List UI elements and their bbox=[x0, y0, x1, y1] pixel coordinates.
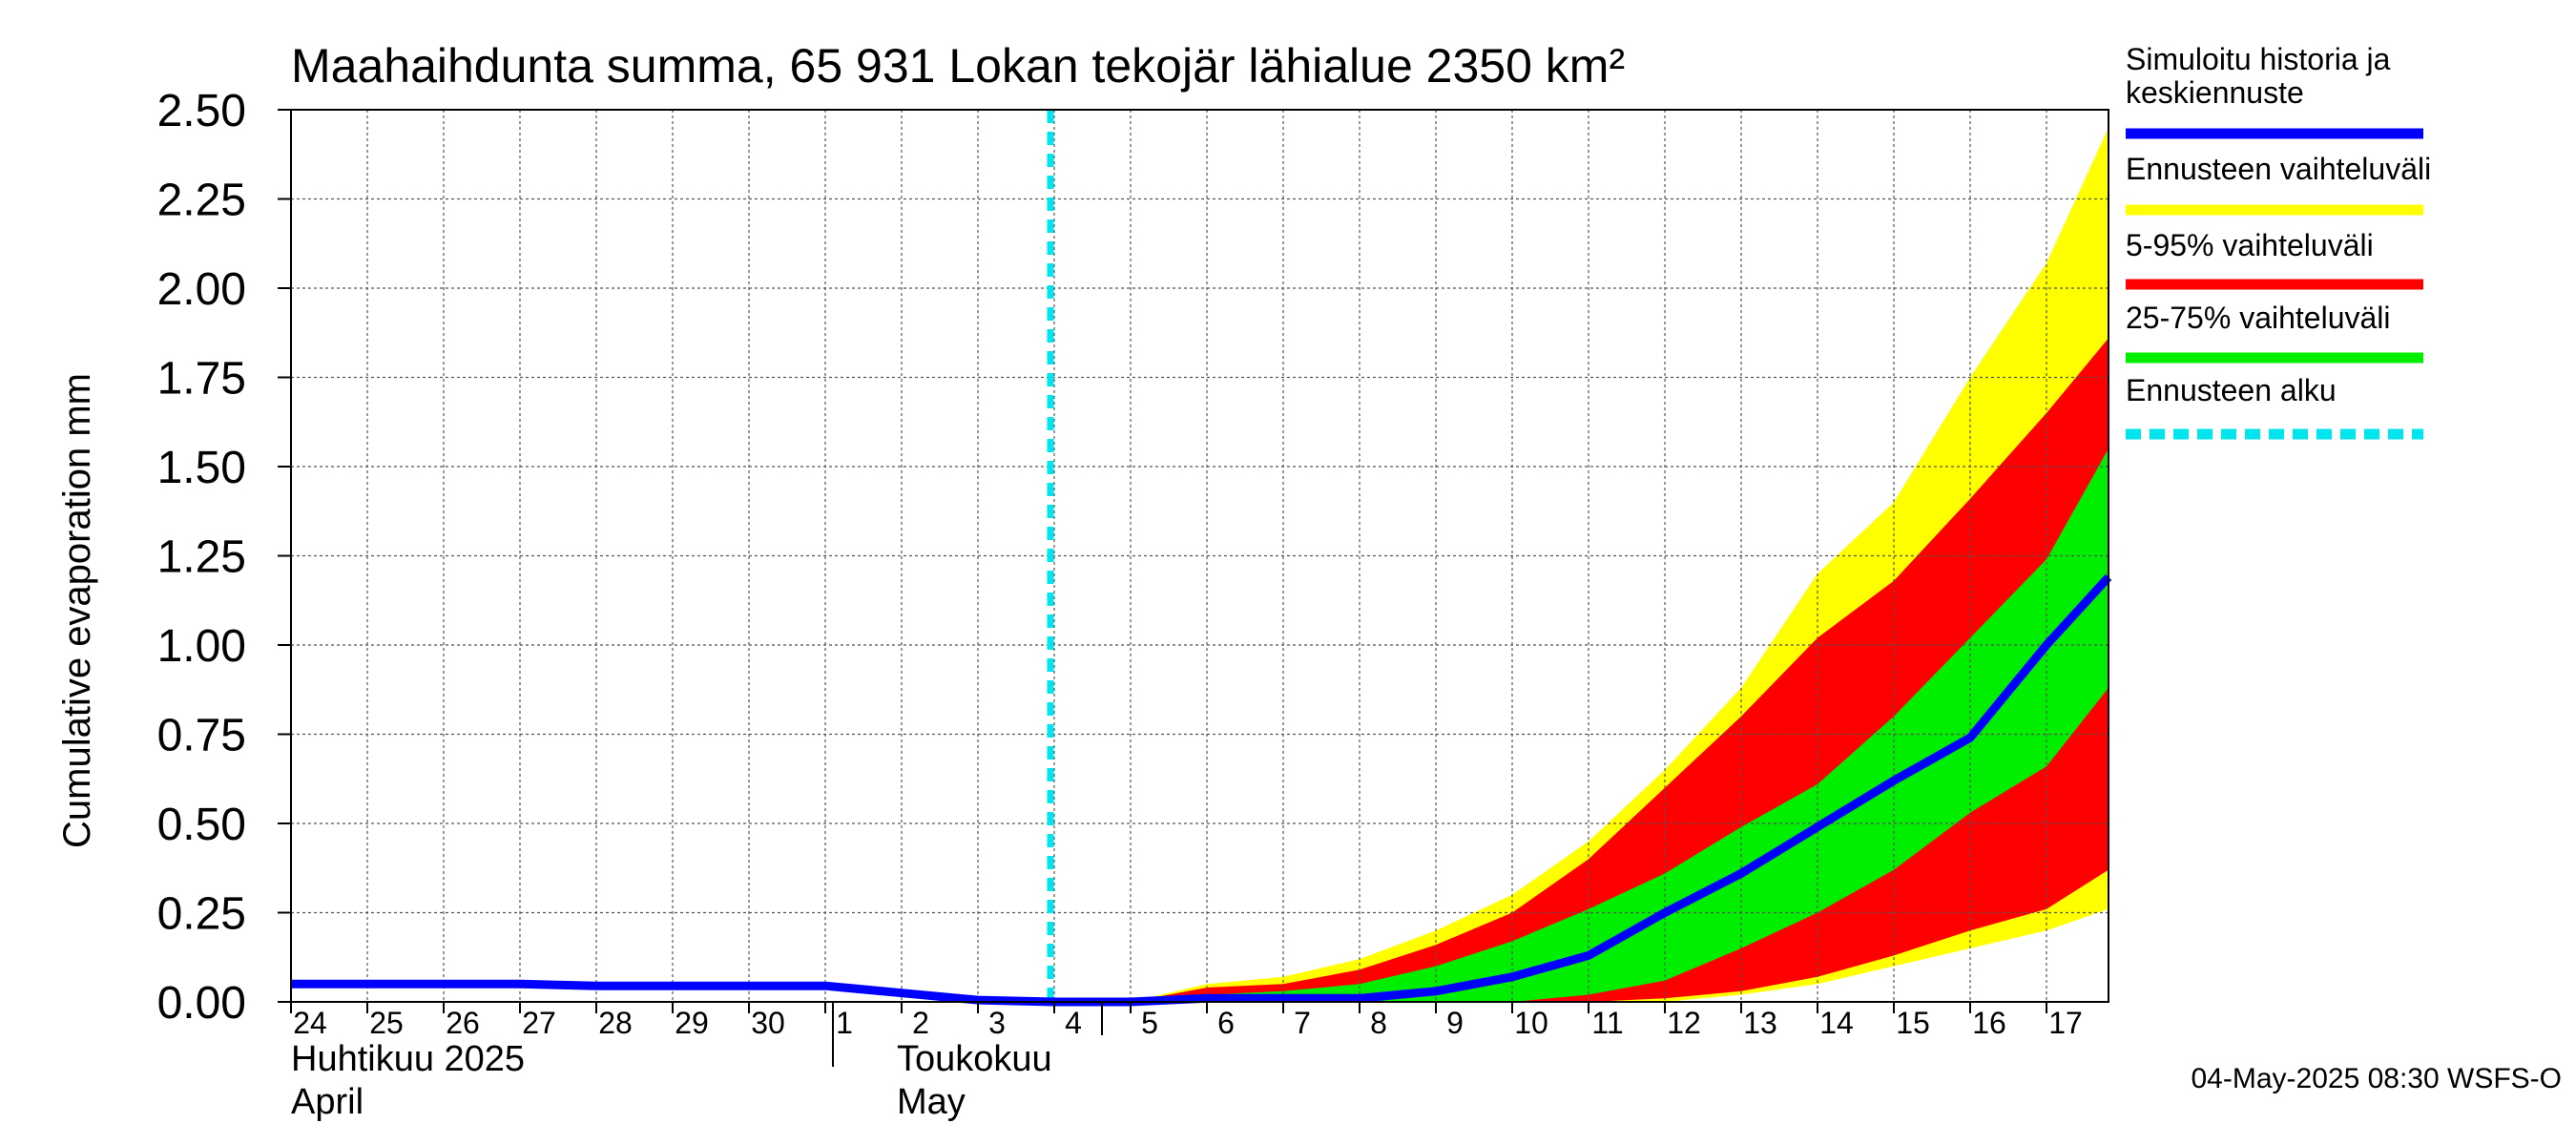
x-tick-label: 11 bbox=[1591, 1006, 1623, 1040]
x-tick-label: 8 bbox=[1370, 1006, 1387, 1040]
x-tick-label: 2 bbox=[912, 1006, 929, 1040]
x-tick-label: 4 bbox=[1065, 1006, 1082, 1040]
legend-label: 5-95% vaihteluväli bbox=[2126, 228, 2374, 262]
y-tick-label: 2.50 bbox=[157, 86, 246, 136]
series-line-0 bbox=[291, 573, 2112, 1007]
month-label-secondary: May bbox=[897, 1082, 966, 1122]
x-tick-label: 14 bbox=[1819, 1006, 1854, 1040]
footer-timestamp: 04-May-2025 08:30 WSFS-O bbox=[2192, 1063, 2563, 1094]
x-tick-label: 7 bbox=[1294, 1006, 1311, 1040]
month-label-secondary: April bbox=[291, 1082, 364, 1122]
x-tick-label: 5 bbox=[1141, 1006, 1158, 1040]
x-tick-label: 10 bbox=[1514, 1006, 1548, 1040]
x-tick-label: 3 bbox=[988, 1006, 1006, 1040]
legend-label: 25-75% vaihteluväli bbox=[2126, 301, 2391, 335]
x-tick-label: 25 bbox=[369, 1006, 404, 1040]
y-tick-label: 1.25 bbox=[157, 532, 246, 583]
y-tick-label: 1.75 bbox=[157, 354, 246, 405]
x-tick-label: 27 bbox=[522, 1006, 556, 1040]
y-tick-label: 0.00 bbox=[157, 978, 246, 1029]
x-axis: 24 25 26 27 28 29 30 1 2 3 4 5 6 7 8 9 10 11 12 13 14 15 16 17 bbox=[290, 1002, 2083, 1067]
y-tick-label: 1.00 bbox=[157, 621, 246, 672]
y-axis: 0.00 0.25 0.50 0.75 1.00 1.25 1.50 1.75 2.00 2.25… bbox=[157, 86, 291, 1029]
month-label-primary: Toukokuu bbox=[897, 1039, 1052, 1079]
y-tick-label: 2.00 bbox=[157, 264, 246, 315]
x-tick-label: 12 bbox=[1667, 1006, 1701, 1040]
legend-label: Simuloitu historia ja bbox=[2126, 42, 2391, 76]
y-tick-label: 0.75 bbox=[157, 711, 246, 761]
month-label-primary: Huhtikuu 2025 bbox=[291, 1039, 525, 1079]
y-axis-label: Cumulative evaporation mm bbox=[56, 373, 98, 848]
x-tick-label: 28 bbox=[598, 1006, 633, 1040]
legend-label: Ennusteen alku bbox=[2126, 373, 2337, 407]
y-tick-label: 0.25 bbox=[157, 889, 246, 940]
x-tick-label: 24 bbox=[293, 1006, 327, 1040]
x-tick-label: 9 bbox=[1446, 1006, 1464, 1040]
x-tick-label: 13 bbox=[1743, 1006, 1777, 1040]
chart-title: Maahaihdunta summa, 65 931 Lokan tekojär… bbox=[291, 39, 1625, 93]
y-tick-label: 0.50 bbox=[157, 800, 246, 850]
legend-label: Ennusteen vaihteluväli bbox=[2126, 152, 2431, 186]
x-tick-label: 29 bbox=[675, 1006, 709, 1040]
x-tick-label: 30 bbox=[751, 1006, 785, 1040]
series-layer bbox=[291, 573, 2112, 1007]
x-tick-label: 16 bbox=[1972, 1006, 2006, 1040]
y-tick-label: 2.25 bbox=[157, 176, 246, 226]
x-tick-label: 26 bbox=[446, 1006, 480, 1040]
band-p25_p75 bbox=[1131, 448, 2109, 1002]
x-tick-label: 17 bbox=[2048, 1006, 2083, 1040]
legend-label: keskiennuste bbox=[2126, 75, 2304, 110]
x-tick-label: 1 bbox=[836, 1006, 853, 1040]
y-tick-label: 1.50 bbox=[157, 443, 246, 493]
x-tick-label: 6 bbox=[1217, 1006, 1235, 1040]
x-tick-label: 15 bbox=[1896, 1006, 1930, 1040]
forecast-bands bbox=[1131, 127, 2109, 1002]
